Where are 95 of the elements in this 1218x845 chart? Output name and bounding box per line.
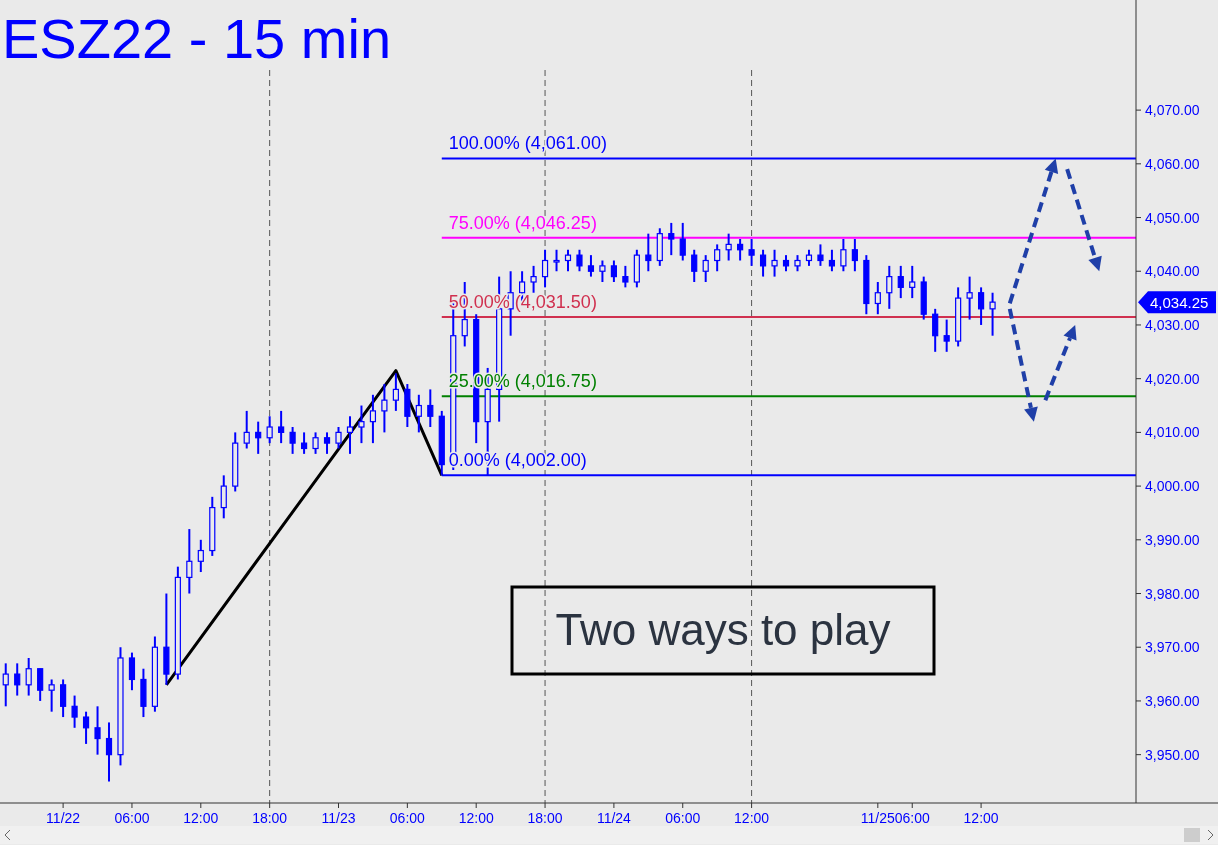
candlestick (932, 307, 939, 353)
candlestick (243, 409, 250, 450)
y-tick-label: 4,040.00 (1145, 263, 1200, 280)
candlestick (358, 404, 365, 445)
x-tick-label: 18:00 (252, 810, 288, 826)
candlestick (725, 232, 732, 262)
x-tick-label: 18:00 (527, 810, 563, 826)
text: 4,034.25 (1150, 294, 1209, 312)
candlestick (369, 393, 377, 445)
candlestick (840, 238, 847, 273)
candlestick (128, 651, 136, 692)
candlestick (300, 431, 308, 455)
ref-line-label: 75.00% (4,046.25) (448, 212, 597, 233)
x-tick-label: 06:00 (114, 810, 150, 826)
x-tick-label: 06:00 (894, 810, 930, 826)
candlestick (909, 264, 916, 300)
x-tick-label: 06:00 (665, 810, 701, 826)
chart-title: ESZ22 - 15 min (2, 7, 392, 70)
candlestick (851, 238, 858, 273)
candlestick (966, 275, 973, 321)
candlestick (874, 280, 881, 316)
candlestick (48, 678, 55, 713)
x-tick-label: 12:00 (458, 810, 494, 826)
candlestick (323, 431, 331, 455)
y-tick-label: 3,990.00 (1145, 531, 1200, 548)
candlestick (71, 694, 78, 729)
candlestick (14, 662, 21, 697)
x-tick-label: 11/24 (596, 810, 632, 826)
candlestick (587, 254, 595, 278)
y-tick-label: 4,070.00 (1145, 102, 1200, 119)
candlestick (415, 393, 422, 434)
candlestick (977, 286, 985, 326)
candlestick (828, 248, 836, 273)
candlestick (748, 238, 755, 267)
candlestick (312, 431, 319, 455)
x-tick-label: 12:00 (183, 810, 219, 826)
x-tick-label: 11/23 (321, 810, 356, 826)
candlestick (541, 248, 549, 289)
candlestick (530, 264, 537, 294)
candlestick (25, 656, 32, 697)
candlestick (197, 538, 204, 574)
y-tick-label: 3,950.00 (1145, 746, 1200, 763)
candlestick (427, 388, 434, 429)
candlestick (220, 474, 227, 520)
candlestick (553, 248, 560, 273)
candlestick (105, 721, 113, 783)
y-tick-label: 4,020.00 (1145, 370, 1200, 387)
y-tick-label: 3,960.00 (1145, 692, 1200, 709)
x-tick-label: 12:00 (734, 810, 770, 826)
candlestick (886, 264, 893, 310)
candlestick (255, 420, 262, 455)
candlestick (599, 259, 606, 283)
candlestick (60, 678, 67, 719)
candlestick (817, 243, 824, 267)
candlestick (645, 232, 652, 273)
candlestick (392, 372, 399, 412)
candlestick (943, 318, 950, 353)
y-tick-label: 4,060.00 (1145, 155, 1200, 172)
candlestick (737, 238, 744, 262)
x-tick-label: 12:00 (963, 810, 999, 826)
candlestick (94, 705, 101, 756)
annotation: Two ways to play (555, 605, 891, 654)
candlestick (714, 243, 721, 273)
candlestick (335, 426, 342, 450)
y-tick-label: 4,010.00 (1145, 424, 1200, 441)
candlestick (622, 264, 629, 289)
x-tick-label: 11/25 (860, 810, 896, 826)
candlestick (278, 409, 285, 445)
candlestick (82, 710, 90, 745)
candlestick (186, 528, 193, 595)
x-tick-label: 11/22 (46, 810, 81, 826)
candlestick (691, 248, 698, 283)
candlestick (2, 662, 9, 708)
y-tick-label: 4,050.00 (1145, 209, 1200, 226)
candlestick (289, 426, 296, 455)
candlestick (610, 259, 617, 283)
candlestick (346, 415, 354, 455)
candlestick (266, 415, 273, 445)
y-tick-label: 3,980.00 (1145, 585, 1200, 602)
candlestick (897, 264, 904, 300)
ref-line-label: 100.00% (4,061.00) (448, 133, 607, 154)
candlestick (37, 667, 44, 702)
candlestick (668, 221, 675, 257)
candlestick (771, 248, 778, 278)
candlestick (576, 248, 583, 273)
y-tick-label: 4,030.00 (1145, 316, 1200, 333)
x-tick-label: 06:00 (389, 810, 426, 826)
y-tick-label: 4,000.00 (1145, 478, 1200, 495)
candlestick (702, 254, 709, 283)
candlestick (381, 383, 388, 434)
candlestick (759, 248, 767, 278)
candlestick (564, 248, 572, 273)
y-tick-label: 3,970.00 (1145, 639, 1200, 656)
candlestick (679, 221, 686, 262)
candlestick (989, 291, 996, 337)
